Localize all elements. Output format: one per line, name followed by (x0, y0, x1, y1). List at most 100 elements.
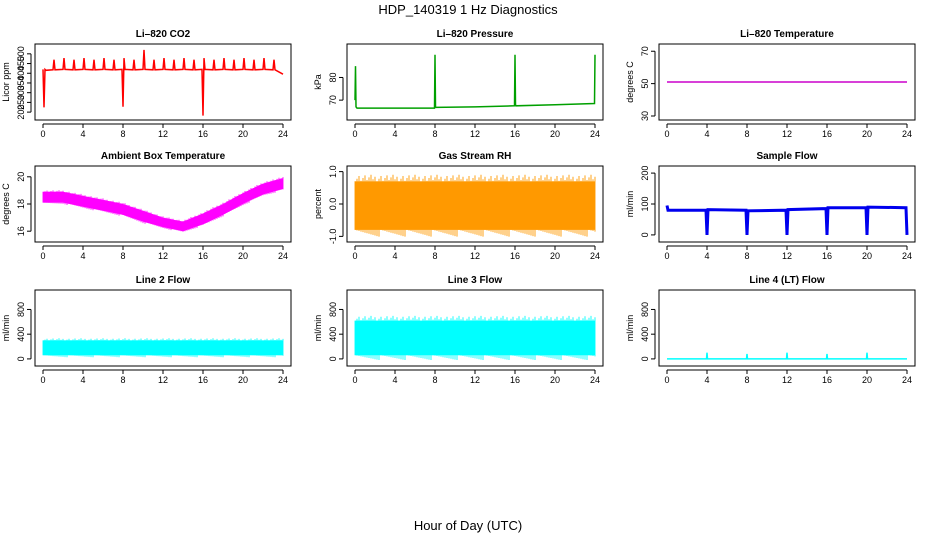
y-tick-label: 20 (16, 172, 26, 182)
x-tick-label: 20 (550, 129, 560, 139)
x-axis-label: Hour of Day (UTC) (413, 518, 523, 533)
x-tick-label: 8 (120, 375, 125, 385)
x-tick-label: 16 (822, 251, 832, 261)
y-tick-label: 450 (16, 56, 26, 71)
y-tick-label: 800 (328, 302, 338, 317)
x-tick-label: 16 (510, 375, 520, 385)
x-tick-label: 0 (40, 375, 45, 385)
x-tick-label: 16 (822, 129, 832, 139)
x-tick-label: 4 (80, 375, 85, 385)
x-tick-label: 20 (238, 251, 248, 261)
y-tick-label: 70 (640, 46, 650, 56)
data-layer (667, 352, 907, 360)
series-noise-1 (354, 174, 596, 237)
data-layer (42, 177, 284, 232)
x-tick-label: 12 (782, 129, 792, 139)
y-tick-label: 800 (640, 302, 650, 317)
y-tick-label: 800 (16, 302, 26, 317)
y-tick-label: 200 (640, 166, 650, 181)
plot-frame (658, 43, 916, 121)
x-tick-label: 4 (392, 375, 397, 385)
x-tick-label: 0 (664, 251, 669, 261)
x-tick-label: 24 (278, 129, 288, 139)
y-tick-label: 400 (640, 327, 650, 342)
x-tick-label: 12 (470, 129, 480, 139)
x-tick-label: 12 (158, 129, 168, 139)
x-tick-label: 4 (704, 251, 709, 261)
x-tick-label: 24 (590, 375, 600, 385)
chart-panel-2: Li–820 Pressure kPa 0 4 8 12 16 20 24 70 80 (313, 29, 604, 139)
x-tick-label: 24 (590, 251, 600, 261)
x-tick-label: 4 (392, 129, 397, 139)
chart-panel-4: Ambient Box Temperature degrees C 0 4 8 12 16 2… (1, 151, 292, 261)
series-line-1 (354, 54, 596, 109)
plot-frame (346, 165, 604, 243)
x-tick-label: 12 (158, 251, 168, 261)
y-axis-title: ml/min (313, 315, 323, 342)
page-title: HDP_140319 1 Hz Diagnostics (378, 2, 558, 17)
panel-title: Li–820 Pressure (437, 29, 514, 40)
data-layer (665, 205, 909, 235)
x-tick-label: 12 (782, 251, 792, 261)
x-tick-label: 16 (822, 375, 832, 385)
chart-panel-8: Line 3 Flow ml/min 0 4 8 12 16 20 24 0 400 800 (313, 275, 604, 385)
x-tick-label: 20 (862, 375, 872, 385)
plot-frame (34, 43, 292, 121)
y-tick-label: 0.0 (328, 198, 338, 211)
x-tick-label: 8 (744, 129, 749, 139)
plot-frame (34, 289, 292, 367)
panel-title: Li–820 CO2 (136, 29, 191, 40)
chart-panel-9: Line 4 (LT) Flow ml/min 0 4 8 12 16 20 24 0 400 800 (625, 275, 916, 385)
x-tick-label: 24 (590, 129, 600, 139)
y-tick-label: 30 (640, 111, 650, 121)
y-tick-label: -1.0 (328, 229, 338, 245)
y-tick-label: 70 (328, 95, 338, 105)
x-tick-label: 8 (744, 375, 749, 385)
x-tick-label: 0 (352, 129, 357, 139)
x-tick-label: 20 (862, 129, 872, 139)
x-tick-label: 8 (120, 251, 125, 261)
y-axis-title: degrees C (625, 61, 635, 103)
y-tick-label: 250 (16, 95, 26, 110)
x-tick-label: 12 (158, 375, 168, 385)
x-tick-label: 20 (550, 251, 560, 261)
x-tick-label: 20 (238, 375, 248, 385)
series-noise-1 (354, 315, 596, 360)
y-tick-label: 350 (16, 75, 26, 90)
y-axis-title: percent (313, 188, 323, 219)
chart-panel-5: Gas Stream RH percent 0 4 8 12 16 20 24 -1.0 0.0 1.… (313, 151, 604, 261)
panel-title: Line 3 Flow (448, 275, 503, 286)
y-axis-title: kPa (313, 74, 323, 90)
y-tick-label: 0 (328, 356, 338, 361)
plot-frame (346, 289, 604, 367)
x-tick-label: 0 (664, 375, 669, 385)
x-tick-label: 16 (198, 251, 208, 261)
y-axis-title: degrees C (1, 183, 11, 225)
plot-frame (346, 43, 604, 121)
data-layer (354, 174, 596, 237)
x-tick-label: 4 (80, 129, 85, 139)
y-tick-label: 100 (640, 196, 650, 211)
data-layer (354, 54, 596, 109)
x-tick-label: 20 (238, 129, 248, 139)
x-tick-label: 16 (198, 129, 208, 139)
y-tick-label: 0 (16, 356, 26, 361)
x-tick-label: 0 (352, 251, 357, 261)
data-layer (42, 49, 284, 116)
chart-panel-3: Li–820 Temperature degrees C 0 4 8 12 16 20 24 30… (625, 29, 916, 139)
x-tick-label: 16 (510, 129, 520, 139)
data-layer (354, 315, 596, 360)
x-tick-label: 12 (782, 375, 792, 385)
y-tick-label: 0 (640, 356, 650, 361)
y-tick-label: 200 (16, 105, 26, 120)
x-tick-label: 24 (902, 129, 912, 139)
panel-title: Gas Stream RH (439, 151, 512, 162)
x-tick-label: 4 (392, 251, 397, 261)
y-tick-label: 400 (16, 327, 26, 342)
y-tick-label: 80 (328, 72, 338, 82)
x-tick-label: 8 (432, 251, 437, 261)
x-tick-label: 12 (470, 375, 480, 385)
series-line-1 (665, 205, 909, 235)
x-tick-label: 16 (198, 375, 208, 385)
